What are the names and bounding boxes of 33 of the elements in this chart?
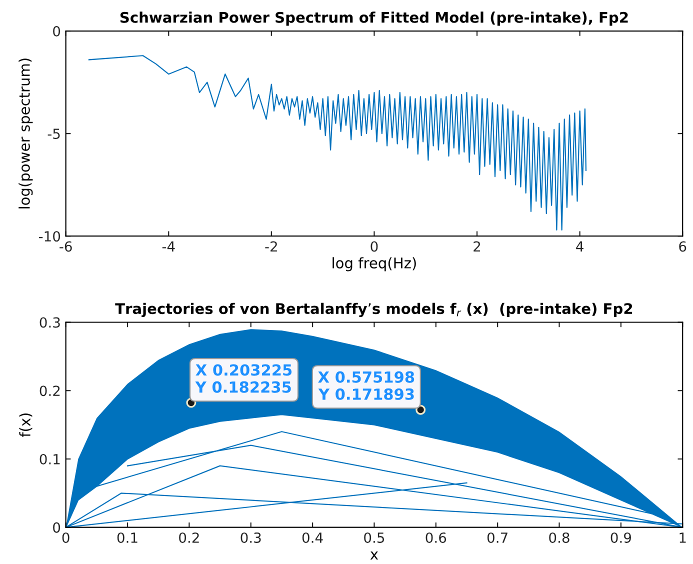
- x-tick-label: 0.3: [240, 532, 261, 543]
- x-tick-label: -2: [265, 241, 277, 252]
- x-axis-title: x: [370, 552, 378, 560]
- y-tick-label: 0.2: [40, 386, 60, 396]
- y-axis-title: log(power spectrum): [18, 58, 33, 208]
- x-tick-label: 6: [679, 241, 686, 252]
- annotation: X 0.203225 Y 0.182235: [195, 364, 292, 393]
- y-tick-label: 0.1: [40, 454, 60, 464]
- x-tick-label: 0.7: [487, 532, 508, 543]
- x-tick-label: -4: [162, 241, 175, 252]
- x-axis-title: log freq(Hz): [332, 257, 416, 272]
- y-tick-label: -5: [48, 128, 60, 140]
- x-tick-label: 0.1: [117, 532, 138, 543]
- x-tick-label: 0.4: [302, 532, 323, 543]
- x-tick-label: 0.6: [426, 532, 446, 543]
- chart-title: Schwarzian Power Spectrum of Fitted Model (pre-intake), Fp2: [120, 12, 628, 26]
- x-tick-label: 4: [576, 241, 584, 252]
- x-tick-label: 2: [474, 241, 480, 252]
- x-tick-label: -6: [60, 241, 72, 252]
- y-axis-title: f(x): [19, 413, 32, 438]
- x-tick-label: 1: [680, 532, 686, 543]
- y-tick-label: 0: [53, 522, 60, 533]
- x-tick-label: 0: [62, 532, 70, 543]
- x-tick-label: 0.9: [610, 532, 631, 543]
- annotation: X 0.575198 Y 0.171893: [318, 371, 414, 400]
- chart-title: Trajectories of von Bertalanffy’s models f$_{r}$ (x) (pre-intake) Fp2: [115, 302, 632, 318]
- y-tick-label: -10: [38, 231, 60, 242]
- x-tick-label: 0.8: [549, 532, 570, 543]
- y-tick-label: 0: [53, 26, 60, 36]
- x-tick-label: 0.5: [364, 532, 384, 543]
- x-tick-label: 0.2: [179, 532, 199, 543]
- x-tick-label: 0: [370, 241, 378, 252]
- y-tick-label: 0.3: [40, 317, 60, 328]
